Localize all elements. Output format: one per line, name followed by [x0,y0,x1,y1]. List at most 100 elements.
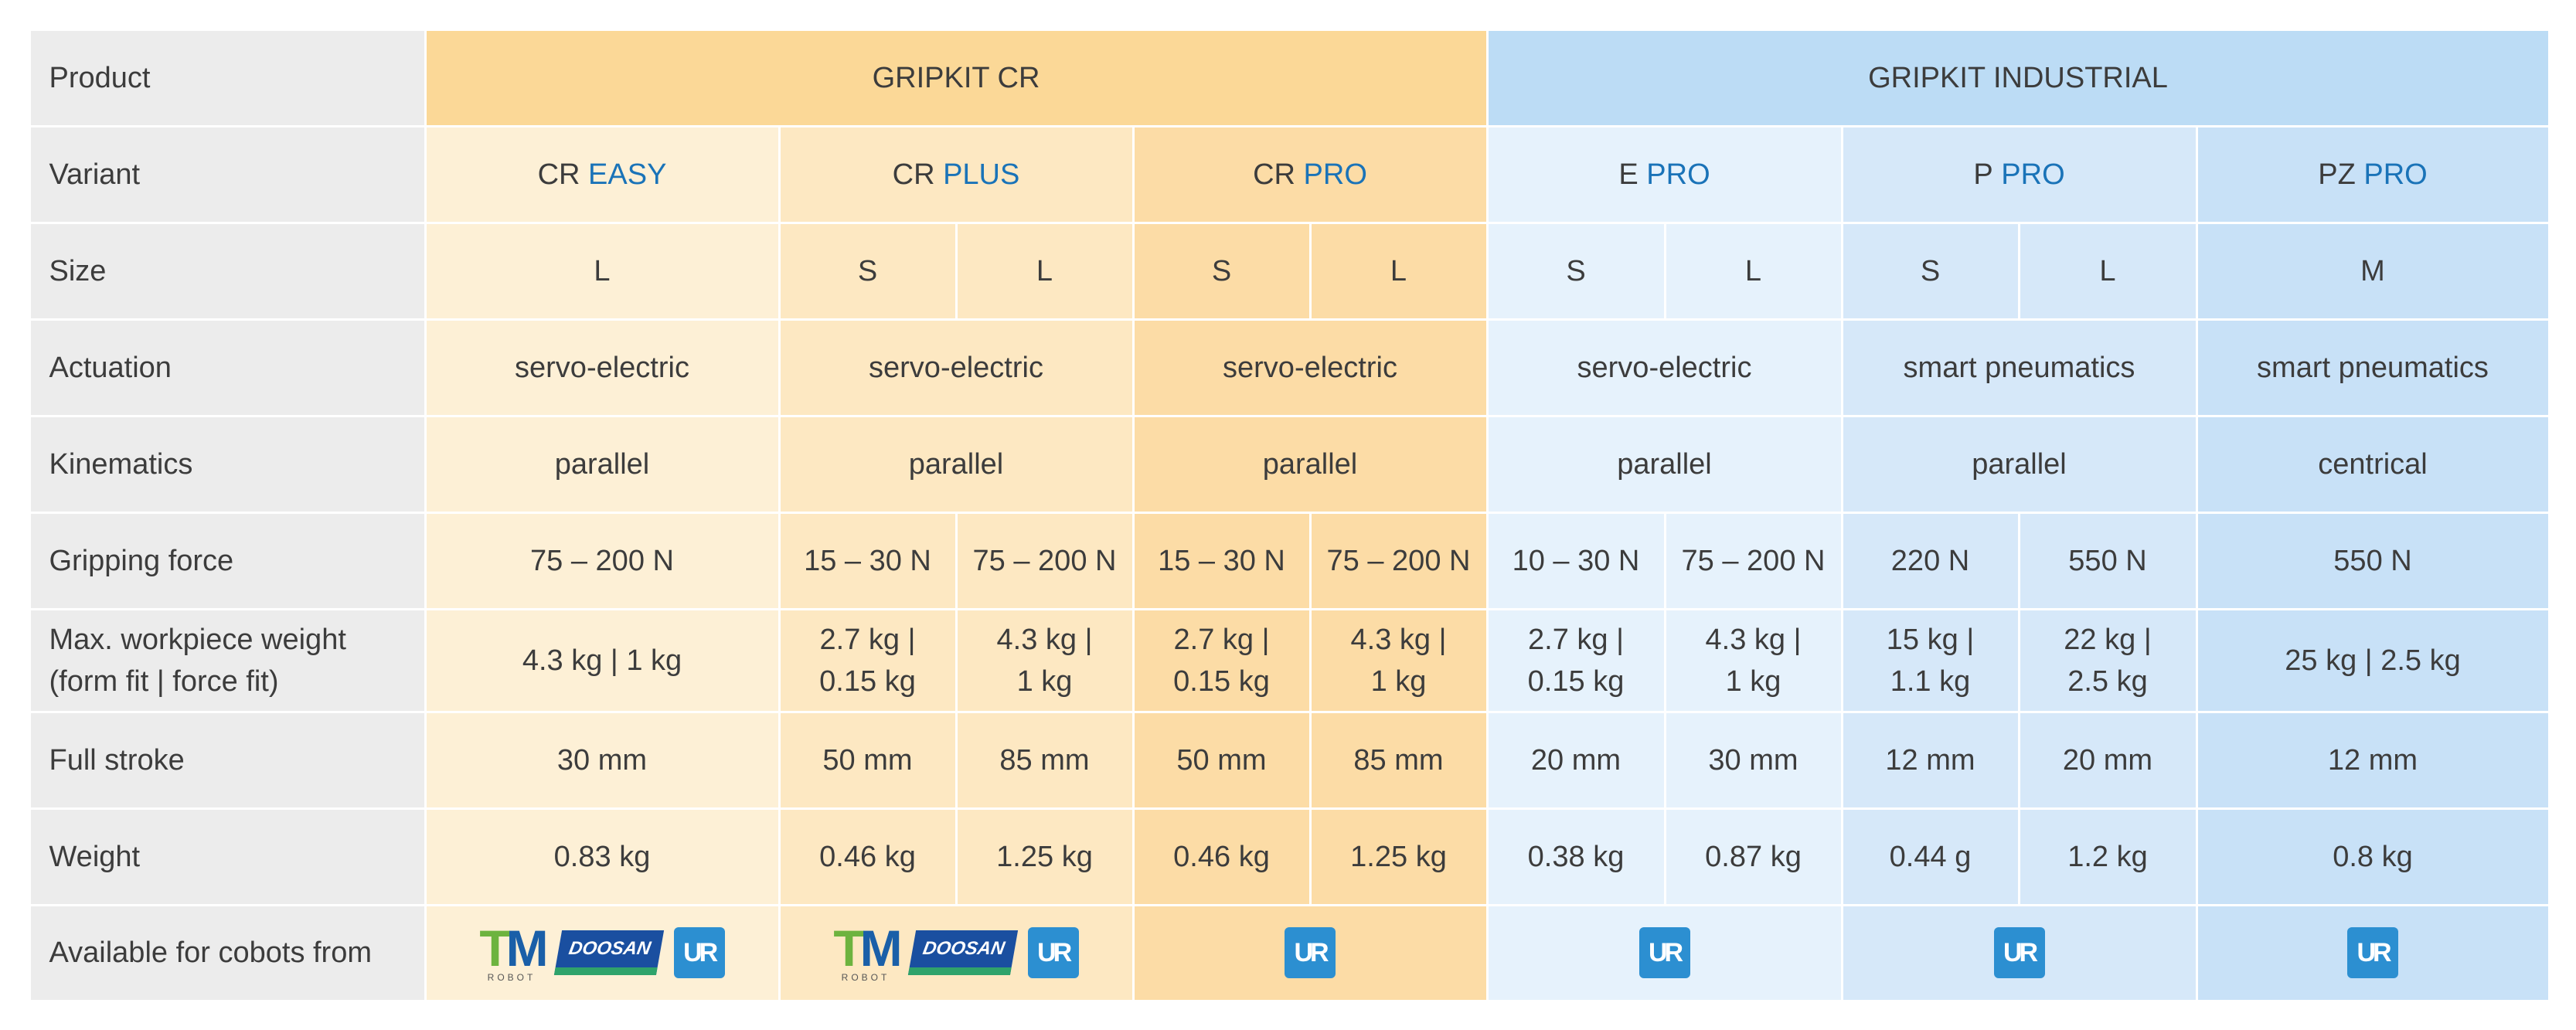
max-weight-cell: 2.7 kg | 0.15 kg [1134,610,1309,711]
actuation-cell-text: smart pneumatics [2257,351,2489,384]
gripping-force-cell-text: 550 N [2068,544,2147,577]
full-stroke-cell: 12 mm [2197,712,2548,807]
kinematics-cell: parallel [1134,416,1486,512]
max-weight-cell-text: 4.3 kg | 1 kg [522,644,682,677]
size-cell-text: S [857,254,878,287]
cobot-logos: UR [1638,927,1690,978]
weight-cell-text: 1.2 kg [2067,840,2148,873]
size-cell: L [2020,223,2196,318]
full-stroke-cell-text: 50 mm [1176,743,1267,777]
product-name: GRIPKIT CR [872,61,1040,94]
full-stroke-cell-text: 12 mm [2327,743,2418,777]
actuation-cell: servo-electric [1134,320,1486,415]
variant-prefix: P [1973,158,1993,191]
cobot-logos: TM ROBOT DOOSAN UR [833,923,1079,982]
max-weight-cell: 22 kg | 2.5 kg [2020,610,2196,711]
variant-header: CR PLUS [780,127,1132,222]
row-label-text: Full stroke [49,743,185,777]
weight-cell: 0.46 kg [1134,809,1309,904]
full-stroke-cell-text: 20 mm [2062,743,2153,777]
row-label-text: Product [49,61,151,94]
row-label-text: Size [49,254,107,287]
variant-suffix: EASY [588,158,667,191]
full-stroke-cell: 30 mm [1666,712,1841,807]
full-stroke-cell: 50 mm [780,712,955,807]
gripping-force-cell-text: 15 – 30 N [804,544,931,577]
weight-cell-text: 0.83 kg [553,840,651,873]
max-weight-cell: 4.3 kg | 1 kg [1311,610,1486,711]
weight-cell: 0.44 g [1843,809,2018,904]
row-label-text: Actuation [49,351,172,384]
actuation-cell: servo-electric [780,320,1132,415]
kinematics-cell: parallel [1488,416,1841,512]
tm-robot-logo: TM ROBOT [479,920,548,983]
weight-cell-text: 0.46 kg [1173,840,1270,873]
ur-logo: UR [1638,927,1690,978]
variant-header: PZ PRO [2197,127,2548,222]
product-header: GRIPKIT CR [426,30,1486,125]
weight-cell-text: 0.8 kg [2333,840,2413,873]
doosan-logo: DOOSAN [553,930,664,975]
gripping-force-cell-text: 550 N [2333,544,2412,577]
variant-header: E PRO [1488,127,1841,222]
row-label: Kinematics [30,416,424,512]
kinematics-cell-text: centrical [2318,447,2428,481]
max-weight-cell-text: 2.7 kg | 0.15 kg [1173,623,1270,698]
full-stroke-cell-text: 20 mm [1530,743,1621,777]
size-cell: S [780,223,955,318]
max-weight-cell: 2.7 kg | 0.15 kg [1488,610,1664,711]
row-label: Full stroke [30,712,424,807]
max-weight-cell-text: 2.7 kg | 0.15 kg [1527,623,1625,698]
max-weight-cell-text: 4.3 kg | 1 kg [996,623,1093,698]
gripping-force-cell-text: 75 – 200 N [972,544,1117,577]
gripping-force-cell: 75 – 200 N [1666,513,1841,608]
ur-logo: UR [2347,927,2398,978]
cobot-cell: UR [2197,906,2548,1000]
full-stroke-cell: 20 mm [1488,712,1664,807]
kinematics-cell-text: parallel [908,447,1004,481]
full-stroke-cell: 85 mm [957,712,1132,807]
row-label-text: Available for cobots from [49,937,373,969]
doosan-logo: DOOSAN [907,930,1018,975]
row-label-text: Gripping force [49,544,234,577]
max-weight-cell-text: 22 kg | 2.5 kg [2064,623,2152,698]
actuation-cell-text: servo-electric [1577,351,1752,384]
ur-logo: UR [1285,927,1336,978]
full-stroke-cell: 30 mm [426,712,778,807]
full-stroke-cell: 85 mm [1311,712,1486,807]
full-stroke-cell: 12 mm [1843,712,2018,807]
weight-cell: 1.2 kg [2020,809,2196,904]
row-label: Variant [30,127,424,222]
variant-suffix: PLUS [943,158,1020,191]
cobot-logos: TM ROBOT DOOSAN UR [479,920,725,983]
row-label: Available for cobots from [30,906,424,1000]
row-label: Actuation [30,320,424,415]
cobot-logos: UR [1285,927,1336,978]
row-label-text: Max. workpiece weight (form fit | force … [49,623,346,698]
weight-cell: 0.46 kg [780,809,955,904]
variant-prefix: CR [892,158,935,191]
size-cell-text: S [1566,254,1586,287]
size-cell-text: L [594,254,611,287]
max-weight-cell-text: 4.3 kg | 1 kg [1350,623,1447,698]
max-weight-cell-text: 4.3 kg | 1 kg [1705,623,1802,698]
product-name: GRIPKIT INDUSTRIAL [1868,61,2168,94]
variant-prefix: CR [537,158,580,191]
variant-header: P PRO [1843,127,2196,222]
gripping-force-cell: 550 N [2020,513,2196,608]
full-stroke-cell-text: 85 mm [999,743,1090,777]
size-cell-text: S [1920,254,1941,287]
row-label: Size [30,223,424,318]
full-stroke-cell-text: 12 mm [1885,743,1975,777]
actuation-cell-text: servo-electric [869,351,1043,384]
row-label: Max. workpiece weight (form fit | force … [30,610,424,711]
gripping-force-cell: 220 N [1843,513,2018,608]
size-cell-text: L [1390,254,1407,287]
size-cell: S [1488,223,1664,318]
weight-cell-text: 1.25 kg [1350,840,1447,873]
weight-cell: 1.25 kg [1311,809,1486,904]
full-stroke-cell-text: 85 mm [1353,743,1444,777]
gripping-force-cell: 75 – 200 N [1311,513,1486,608]
row-label-text: Variant [49,158,141,191]
size-cell: M [2197,223,2548,318]
